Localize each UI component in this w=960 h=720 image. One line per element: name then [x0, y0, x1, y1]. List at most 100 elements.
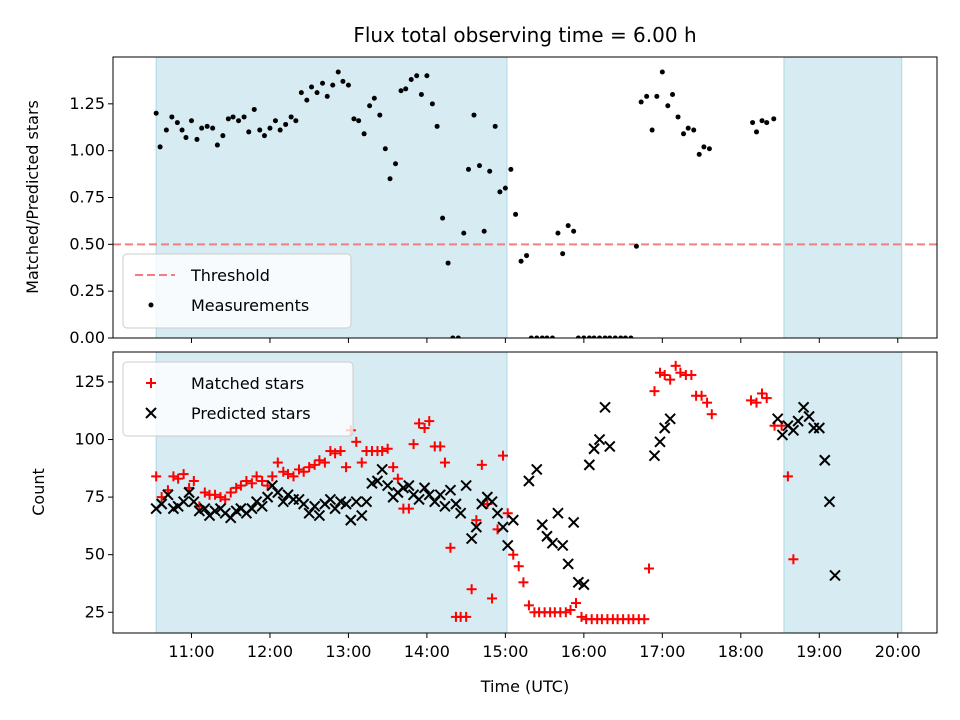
- point-0-0-40: [361, 131, 367, 137]
- point-1-1-74-b: [552, 507, 564, 519]
- point-1-0-110: [761, 393, 772, 404]
- point-1-1-53-b: [429, 496, 441, 508]
- point-1-0-7: [188, 475, 199, 486]
- legend-0: Threshold Measurements: [122, 253, 352, 329]
- point-1-1-2: [162, 489, 174, 501]
- point-1-1-39-b: [356, 509, 368, 522]
- point-1-1-74: [552, 507, 564, 519]
- point-0-0-90: [622, 335, 628, 338]
- point-1-0-60: [466, 584, 477, 595]
- point-1-1-20: [256, 500, 268, 513]
- point-1-1-78-b: [572, 576, 585, 589]
- point-1-0-30: [309, 459, 320, 470]
- point-1-1-34-b: [329, 502, 341, 515]
- point-1-1-100-b: [829, 569, 841, 582]
- point-1-1-22: [266, 479, 279, 492]
- point-1-1-64: [486, 496, 498, 508]
- point-1-1-60-b: [465, 532, 478, 545]
- point-1-1-40-b: [360, 496, 373, 508]
- y-axis-label-top: Matched/Predicted stars: [23, 100, 42, 294]
- point-1-1-43-b: [376, 463, 388, 476]
- point-1-0-52: [424, 416, 435, 427]
- point-1-1-6-b: [183, 486, 195, 499]
- point-0-0-33: [324, 93, 330, 99]
- point-0-0-26: [288, 114, 294, 120]
- point-1-0-100: [675, 367, 686, 378]
- point-0-0-64: [487, 168, 493, 174]
- point-1-1-38-b: [350, 496, 362, 508]
- point-1-1-85-b: [648, 449, 661, 462]
- point-1-1-44: [381, 479, 394, 492]
- point-1-0-3: [168, 471, 179, 482]
- point-1-1-93: [792, 415, 804, 427]
- x-tick-label-7: 18:00: [718, 642, 764, 661]
- point-0-0-38: [351, 116, 357, 122]
- point-1-0-95: [649, 386, 660, 397]
- point-0-0-23: [272, 118, 278, 124]
- point-1-1-49-b: [407, 489, 420, 501]
- point-0-0-118: [809, 0, 814, 3]
- point-0-0-80: [571, 228, 577, 234]
- point-0-0-98: [665, 103, 671, 109]
- chart-title: Flux total observing time = 6.00 h: [353, 23, 696, 47]
- point-0-0-60: [465, 166, 471, 172]
- point-1-1-79-b: [578, 578, 590, 591]
- point-1-1-95-b: [803, 410, 815, 423]
- point-1-1-29: [303, 507, 315, 519]
- point-1-1-44-b: [381, 479, 394, 492]
- point-1-1-19-b: [250, 496, 263, 508]
- point-0-0-50: [414, 73, 420, 79]
- point-0-0-125: [846, 0, 851, 3]
- legend-marker-1-1: [145, 407, 157, 419]
- point-0-0-51: [418, 91, 424, 97]
- point-0-0-132: [882, 0, 887, 3]
- point-0-0-58: [455, 335, 461, 338]
- legend-label-1-0: Matched stars: [191, 374, 304, 393]
- point-1-1-37: [345, 514, 357, 526]
- point-1-1-18-b: [246, 502, 258, 515]
- point-1-0-109: [756, 388, 767, 399]
- point-1-1-1-b: [155, 498, 168, 510]
- y-tick-label-1-1: 50: [85, 545, 105, 564]
- point-0-0-119: [814, 0, 819, 3]
- point-0-0-82: [581, 335, 587, 338]
- point-1-1-87-b: [658, 422, 671, 434]
- y-tick-label-0-3: 0.75: [69, 188, 105, 207]
- point-1-0-50: [414, 418, 425, 429]
- legend-box-0: [122, 253, 352, 329]
- point-1-1-23-b: [272, 486, 284, 499]
- point-0-0-84: [591, 335, 597, 338]
- point-1-0-94: [643, 563, 654, 574]
- point-0-0-97: [659, 69, 665, 75]
- point-0-0-95: [649, 127, 655, 133]
- point-1-1-80: [583, 459, 596, 471]
- point-0-0-27: [293, 118, 299, 124]
- point-0-0-129: [866, 0, 871, 3]
- point-1-0-32: [319, 457, 330, 468]
- point-0-0-6: [183, 135, 189, 141]
- point-1-1-54-b: [434, 489, 446, 501]
- point-1-0-19: [251, 471, 262, 482]
- point-1-1-31: [313, 509, 326, 522]
- point-0-0-127: [856, 0, 861, 3]
- point-1-1-100: [829, 569, 841, 582]
- point-1-1-87: [658, 422, 671, 434]
- point-1-1-72-b: [541, 530, 553, 542]
- point-1-0-114: [788, 554, 799, 565]
- panel-count: 25 50 75 100 125 11:00 12:00 13:00 14:00 15:00 16:…: [74, 351, 938, 661]
- point-0-0-42: [371, 95, 377, 101]
- point-1-1-57-b: [450, 498, 462, 510]
- point-1-1-92-b: [787, 424, 800, 437]
- point-1-1-40: [360, 496, 373, 508]
- point-1-1-9-b: [199, 502, 211, 515]
- point-0-0-32: [320, 80, 326, 86]
- point-1-0-36: [341, 462, 352, 473]
- x-tick-label-9: 20:00: [875, 642, 921, 661]
- point-1-0-99: [670, 360, 681, 371]
- point-1-1-43: [376, 463, 388, 476]
- point-0-0-133: [887, 0, 892, 3]
- point-1-0-22: [267, 471, 278, 482]
- point-0-0-122: [830, 0, 835, 3]
- point-1-1-51: [418, 482, 431, 494]
- point-1-1-72: [541, 530, 553, 542]
